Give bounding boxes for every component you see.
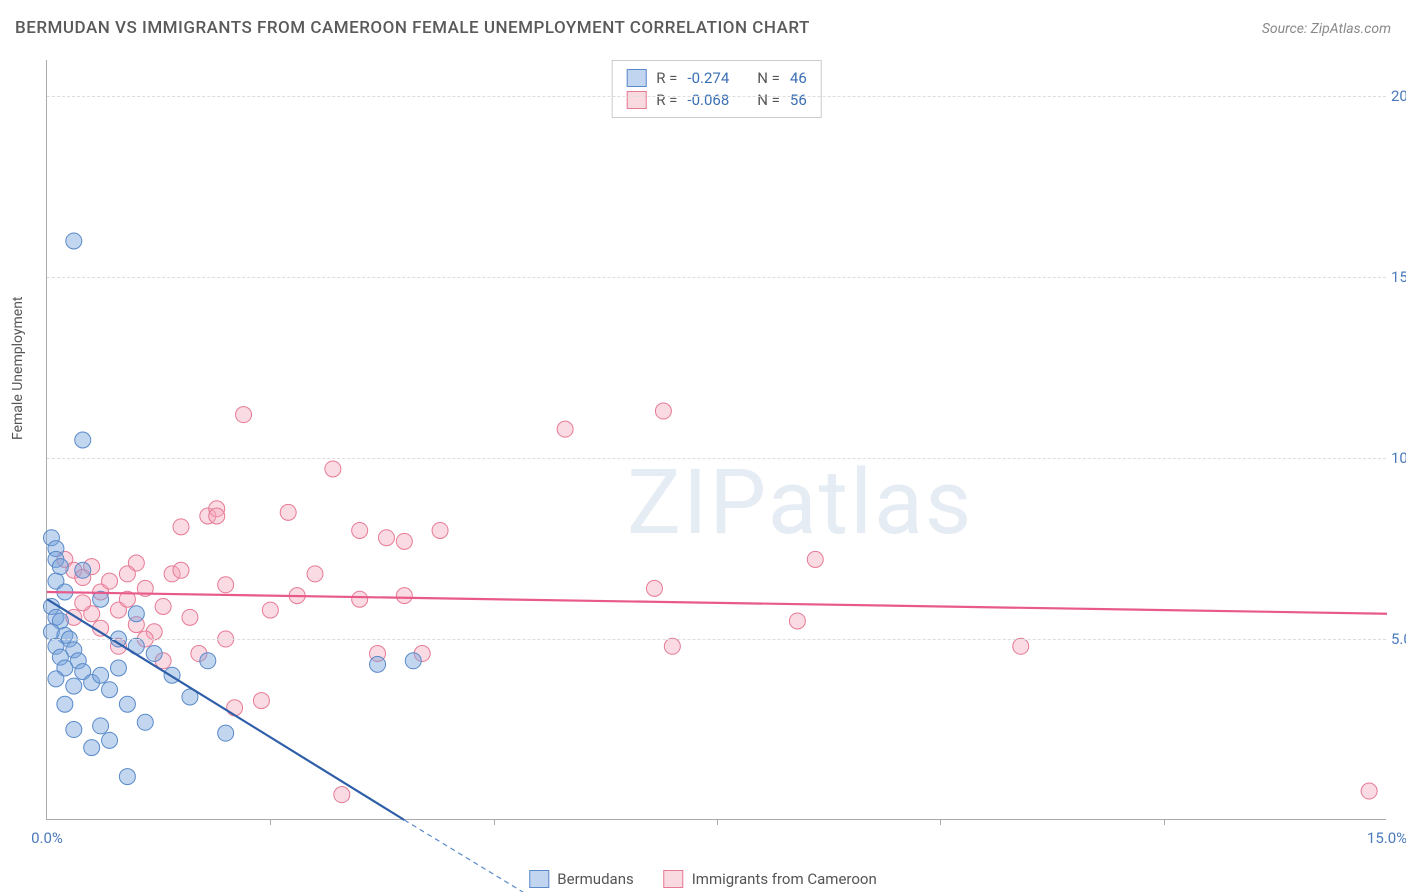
scatter-point-pink [325,461,341,477]
scatter-point-pink [334,787,350,803]
x-tick [494,819,495,825]
scatter-point-pink [102,573,118,589]
scatter-point-pink [1013,638,1029,654]
scatter-point-pink [227,700,243,716]
scatter-point-pink [155,598,171,614]
y-tick-label: 20.0% [1391,87,1406,105]
scatter-point-pink [378,530,394,546]
scatter-point-blue [66,722,82,738]
gridline [47,96,1386,97]
scatter-point-pink [75,595,91,611]
legend-item-cameroon: Immigrants from Cameroon [664,870,877,888]
scatter-point-pink [396,588,412,604]
y-tick-label: 15.0% [1391,268,1406,286]
scatter-point-blue [93,718,109,734]
trend-line-pink [47,592,1387,614]
scatter-point-blue [146,646,162,662]
scatter-point-pink [253,693,269,709]
scatter-point-pink [236,407,252,423]
scatter-point-blue [110,660,126,676]
scatter-point-pink [432,522,448,538]
scatter-point-pink [646,580,662,596]
scatter-point-pink [789,613,805,629]
scatter-point-pink [664,638,680,654]
scatter-point-blue [66,233,82,249]
scatter-plot-svg [47,60,1386,819]
scatter-point-pink [807,551,823,567]
legend-item-bermudans: Bermudans [529,870,633,888]
scatter-point-blue [75,432,91,448]
scatter-point-blue [102,732,118,748]
scatter-point-blue [128,606,144,622]
x-tick-label: 0.0% [31,829,63,847]
scatter-point-blue [48,671,64,687]
y-axis-label: Female Unemployment [10,296,26,440]
x-tick-label: 15.0% [1367,829,1406,847]
y-tick-label: 10.0% [1391,449,1406,467]
scatter-point-pink [119,566,135,582]
y-tick-label: 5.0% [1391,630,1406,648]
x-tick [717,819,718,825]
x-tick [940,819,941,825]
gridline [47,277,1386,278]
scatter-point-pink [262,602,278,618]
scatter-point-blue [200,653,216,669]
legend-label: Immigrants from Cameroon [692,870,877,888]
scatter-point-pink [655,403,671,419]
scatter-point-blue [137,714,153,730]
scatter-point-blue [75,562,91,578]
gridline [47,458,1386,459]
gridline [47,639,1386,640]
scatter-point-pink [182,609,198,625]
trend-line-blue-extrapolated [404,820,547,892]
scatter-point-blue [57,696,73,712]
legend-label: Bermudans [557,870,633,888]
scatter-point-pink [307,566,323,582]
scatter-point-pink [173,519,189,535]
swatch-pink-icon [664,870,684,888]
x-tick [1164,819,1165,825]
scatter-point-blue [119,769,135,785]
scatter-point-blue [93,667,109,683]
scatter-point-blue [119,696,135,712]
scatter-point-pink [280,504,296,520]
scatter-point-blue [218,725,234,741]
scatter-point-pink [1361,783,1377,799]
scatter-point-pink [396,533,412,549]
scatter-point-blue [102,682,118,698]
bottom-legend: Bermudans Immigrants from Cameroon [529,870,876,888]
scatter-point-blue [66,678,82,694]
scatter-point-pink [557,421,573,437]
scatter-point-blue [405,653,421,669]
chart-title: BERMUDAN VS IMMIGRANTS FROM CAMEROON FEM… [15,18,810,38]
scatter-point-pink [352,522,368,538]
scatter-point-blue [52,559,68,575]
scatter-point-pink [218,577,234,593]
scatter-point-pink [173,562,189,578]
scatter-point-pink [352,591,368,607]
x-tick [270,819,271,825]
scatter-point-blue [84,740,100,756]
chart-area: ZIPatlas R = -0.274 N = 46 R = -0.068 N … [46,60,1386,820]
scatter-point-blue [370,656,386,672]
scatter-point-pink [209,508,225,524]
source-attribution: Source: ZipAtlas.com [1262,21,1391,37]
swatch-blue-icon [529,870,549,888]
